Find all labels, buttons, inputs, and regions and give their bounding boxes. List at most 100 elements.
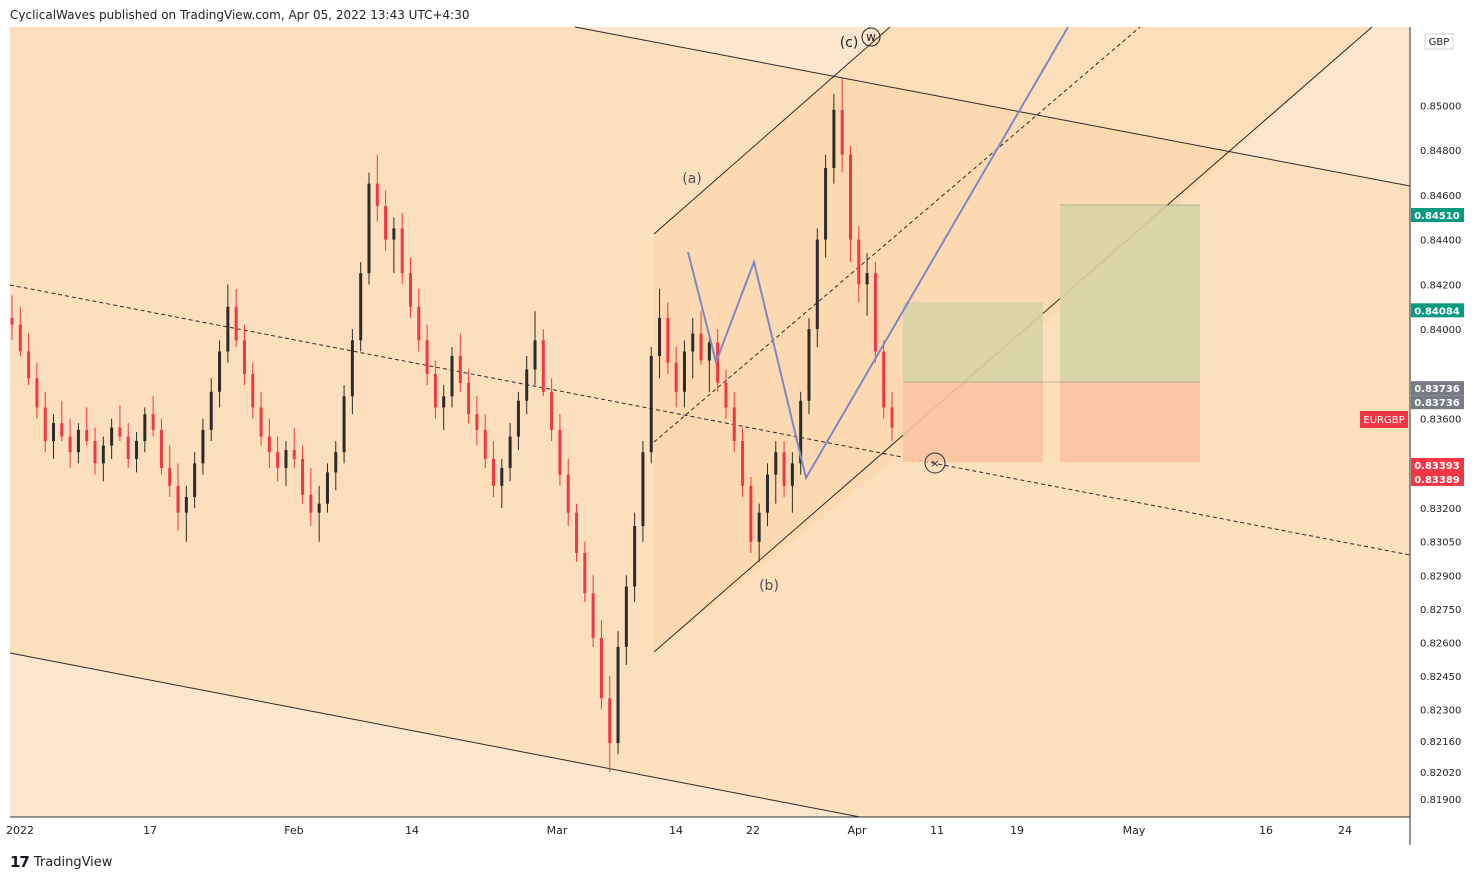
candle-body	[68, 436, 72, 453]
candle-body	[591, 593, 595, 638]
candle-body	[674, 362, 678, 392]
candle-body	[774, 452, 778, 475]
time-tick-label: 19	[1010, 824, 1024, 837]
candle-body	[242, 340, 246, 374]
candle-body	[433, 373, 437, 408]
candle-body	[865, 273, 869, 285]
candle-body	[824, 167, 828, 240]
candle-body	[193, 463, 197, 497]
time-tick-label: 16	[1259, 824, 1273, 837]
candle-body	[325, 472, 329, 504]
position-2-profit-zone[interactable]	[1060, 205, 1200, 382]
position-2-loss-zone[interactable]	[1060, 382, 1200, 462]
candle-body	[60, 423, 64, 437]
candle-body	[541, 340, 545, 392]
footer: 17 TradingView	[10, 853, 112, 871]
price-tick-label: 0.82020	[1420, 768, 1461, 779]
price-tick-label: 0.81900	[1420, 795, 1461, 806]
wave-label-c: (c)	[840, 35, 859, 51]
price-tick-label: 0.82160	[1420, 737, 1461, 748]
candle-body	[608, 698, 612, 744]
footer-brand[interactable]: TradingView	[33, 854, 113, 870]
tradingview-logo-icon[interactable]: 17	[10, 853, 30, 871]
candle-body	[168, 467, 172, 486]
symbol-label: EURGBP	[1363, 415, 1404, 426]
candle-body	[832, 109, 836, 168]
candle-body	[384, 206, 388, 240]
time-axis[interactable]: 2022 17 Feb 14 Mar 14 22 Apr 11 19 May 16 24	[6, 824, 1352, 837]
time-tick-label: 14	[669, 824, 683, 837]
candle-body	[716, 342, 720, 383]
price-label-text: 0.84084	[1414, 306, 1460, 317]
candle-body	[151, 414, 155, 430]
rising-channel-mid-dashed	[653, 26, 1141, 443]
publish-header: CyclicalWaves published on TradingView.c…	[10, 8, 469, 22]
candle-body	[267, 436, 271, 453]
time-tick-label: Feb	[284, 824, 303, 837]
price-axis[interactable]: 0.85000 0.84800 0.84600 0.84400 0.84200 0.840…	[1420, 101, 1461, 806]
candle-body	[334, 452, 338, 473]
candle-body	[93, 441, 97, 464]
candle-body	[500, 467, 504, 486]
candle-body	[201, 429, 205, 464]
candle-body	[342, 396, 346, 453]
target-cross-icon: ×	[930, 457, 939, 470]
candle-body	[76, 429, 80, 453]
position-1-loss-zone[interactable]	[903, 382, 1043, 462]
candle-body	[558, 429, 562, 475]
candle-body	[525, 369, 529, 401]
time-tick-label: 14	[405, 824, 419, 837]
price-label-text: 0.83389	[1414, 475, 1460, 486]
elliott-wave-path[interactable]	[687, 26, 1069, 481]
candle-body	[516, 400, 520, 437]
candle-body	[467, 382, 471, 415]
candle-body	[408, 273, 412, 307]
candle-body	[126, 436, 130, 459]
candle-body	[159, 429, 163, 468]
target-cross-marker[interactable]	[924, 452, 946, 474]
candle-body	[317, 503, 321, 513]
candle-body	[873, 273, 877, 352]
candle-body	[18, 324, 22, 352]
candle-body	[367, 183, 371, 274]
candle-body	[284, 449, 288, 468]
price-label-box	[1411, 381, 1464, 396]
price-label-box	[1411, 471, 1464, 486]
candle-body	[184, 496, 188, 513]
candle-body	[218, 351, 222, 392]
position-1-profit-zone[interactable]	[903, 302, 1043, 382]
wave-label-b: (b)	[759, 578, 779, 594]
candle-body	[707, 342, 711, 361]
candle-body	[118, 427, 122, 437]
candle-body	[392, 228, 396, 240]
candle-body	[442, 396, 446, 408]
candle-body	[682, 351, 686, 392]
candle-body	[583, 552, 587, 594]
price-tick-label: 0.82750	[1420, 605, 1461, 616]
price-label-box	[1411, 457, 1464, 472]
price-label-text: 0.83736	[1414, 398, 1460, 409]
candle-body	[226, 306, 230, 352]
candle-body	[807, 329, 811, 401]
candle-body	[790, 463, 794, 486]
candle-body	[616, 646, 620, 744]
candle-body	[375, 183, 379, 207]
price-tick-label: 0.84200	[1420, 280, 1461, 291]
candle-body	[234, 306, 238, 341]
price-tick-label: 0.82450	[1420, 672, 1461, 683]
candle-body	[301, 458, 305, 495]
candle-body	[724, 382, 728, 408]
price-tick-label: 0.84000	[1420, 325, 1461, 336]
candle-body	[550, 391, 554, 430]
price-label-group: 0.84510 0.84084 0.83736 0.83736 0.83393 0.833…	[1411, 207, 1464, 486]
price-tick-label: 0.84400	[1420, 236, 1461, 247]
price-label-box	[1411, 303, 1464, 318]
candle-body	[292, 449, 296, 459]
candle-body	[815, 239, 819, 330]
candle-body	[27, 351, 31, 379]
candle-body	[840, 109, 844, 155]
channel-upper-line	[574, 26, 1411, 187]
candle-body	[765, 474, 769, 513]
candle-body	[450, 355, 454, 397]
